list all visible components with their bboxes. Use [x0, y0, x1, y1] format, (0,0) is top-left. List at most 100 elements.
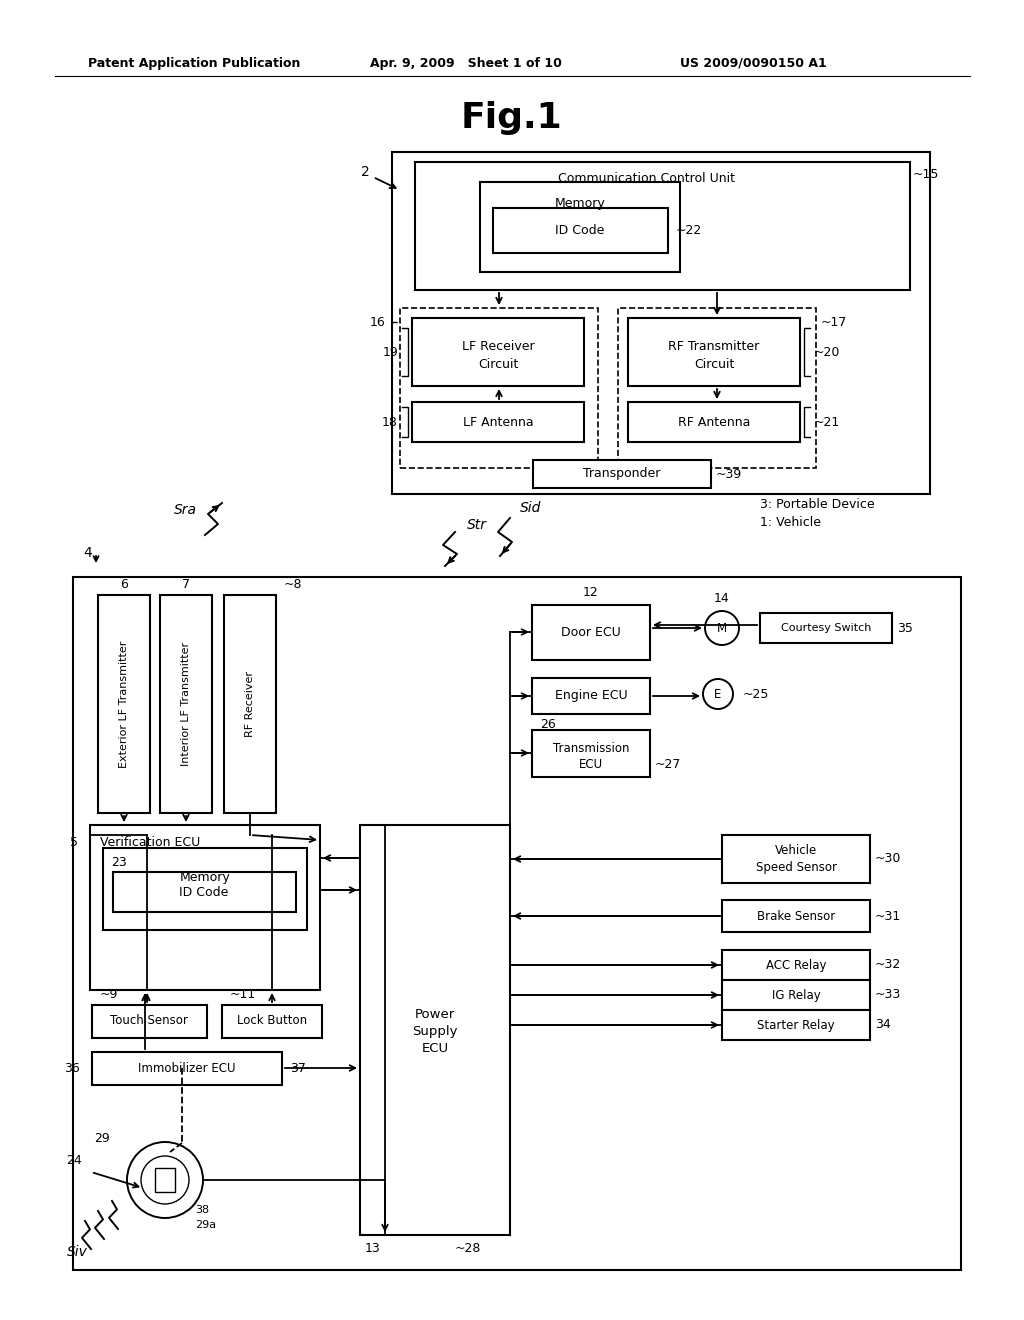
Text: ~17: ~17 [821, 315, 848, 329]
Text: 26: 26 [540, 718, 556, 731]
Text: Exterior LF Transmitter: Exterior LF Transmitter [119, 640, 129, 768]
Bar [412, 403, 584, 442]
Bar [103, 847, 307, 931]
Text: Memory: Memory [179, 871, 230, 884]
Text: Power: Power [415, 1008, 455, 1022]
Text: Transponder: Transponder [584, 467, 660, 480]
Text: 1: Vehicle: 1: Vehicle [760, 516, 821, 528]
Text: ~31: ~31 [874, 909, 901, 923]
Text: 7: 7 [182, 578, 190, 591]
Text: ~33: ~33 [874, 989, 901, 1002]
Bar [415, 162, 910, 290]
Text: 5: 5 [70, 837, 78, 850]
Bar [73, 577, 961, 1270]
Bar [532, 730, 650, 777]
Text: Vehicle: Vehicle [775, 845, 817, 858]
Bar [722, 900, 870, 932]
Bar [90, 825, 319, 990]
Text: ~27: ~27 [655, 758, 681, 771]
Bar [722, 1010, 870, 1040]
Text: ~15: ~15 [913, 168, 939, 181]
Text: 6: 6 [120, 578, 128, 591]
Text: 23: 23 [111, 855, 127, 869]
Text: Sra: Sra [174, 503, 197, 517]
Bar [480, 182, 680, 272]
Bar [412, 318, 584, 385]
Text: Lock Button: Lock Button [237, 1015, 307, 1027]
Text: ~8: ~8 [284, 578, 302, 591]
Bar [534, 459, 711, 488]
Bar [532, 605, 650, 660]
Text: 37: 37 [290, 1061, 306, 1074]
Text: ~9: ~9 [100, 987, 119, 1001]
Bar [392, 152, 930, 494]
Bar [155, 1168, 175, 1192]
Text: 16: 16 [370, 315, 385, 329]
Text: Brake Sensor: Brake Sensor [757, 909, 836, 923]
Bar [628, 318, 800, 385]
Text: IG Relay: IG Relay [772, 989, 820, 1002]
Bar [113, 873, 296, 912]
Text: Circuit: Circuit [694, 358, 734, 371]
Text: Speed Sensor: Speed Sensor [756, 861, 837, 874]
Text: 3: Portable Device: 3: Portable Device [760, 499, 874, 511]
Text: ACC Relay: ACC Relay [766, 958, 826, 972]
Text: ECU: ECU [422, 1043, 449, 1056]
Bar [92, 1052, 282, 1085]
Text: Immobilizer ECU: Immobilizer ECU [138, 1061, 236, 1074]
Text: ~22: ~22 [676, 223, 702, 236]
Text: ECU: ECU [579, 758, 603, 771]
Text: Door ECU: Door ECU [561, 626, 621, 639]
Text: 24: 24 [67, 1154, 82, 1167]
Text: Communication Control Unit: Communication Control Unit [558, 172, 735, 185]
Bar [760, 612, 892, 643]
Bar [493, 209, 668, 253]
Text: Siv: Siv [68, 1245, 88, 1259]
Bar [224, 595, 276, 813]
Bar [628, 403, 800, 442]
Bar [618, 308, 816, 469]
Text: Memory: Memory [555, 198, 605, 210]
Bar [722, 950, 870, 979]
Text: ~30: ~30 [874, 853, 901, 866]
Text: 38: 38 [195, 1205, 209, 1214]
Text: RF Antenna: RF Antenna [678, 416, 751, 429]
Bar [98, 595, 150, 813]
Text: 36: 36 [65, 1061, 80, 1074]
Text: 14: 14 [714, 591, 730, 605]
Text: US 2009/0090150 A1: US 2009/0090150 A1 [680, 57, 826, 70]
Text: Sid: Sid [520, 502, 542, 515]
Text: Interior LF Transmitter: Interior LF Transmitter [181, 642, 191, 766]
Text: ~11: ~11 [230, 987, 256, 1001]
Text: ~39: ~39 [716, 467, 742, 480]
Text: Apr. 9, 2009   Sheet 1 of 10: Apr. 9, 2009 Sheet 1 of 10 [370, 57, 562, 70]
Text: Transmission: Transmission [553, 742, 630, 755]
Text: ~20: ~20 [814, 346, 841, 359]
Text: Courtesy Switch: Courtesy Switch [781, 623, 871, 634]
Bar [92, 1005, 207, 1038]
Bar [160, 595, 212, 813]
Text: 29a: 29a [195, 1220, 216, 1230]
Text: M: M [717, 622, 727, 635]
Bar [400, 308, 598, 469]
Text: ~32: ~32 [874, 958, 901, 972]
Text: 29: 29 [94, 1131, 110, 1144]
Text: ~28: ~28 [455, 1242, 481, 1255]
Text: Verification ECU: Verification ECU [100, 837, 201, 850]
Bar [222, 1005, 322, 1038]
Bar [360, 825, 510, 1236]
Text: RF Transmitter: RF Transmitter [669, 339, 760, 352]
Text: ID Code: ID Code [179, 886, 228, 899]
Text: 12: 12 [583, 586, 599, 598]
Text: 13: 13 [365, 1242, 381, 1255]
Text: LF Receiver: LF Receiver [462, 339, 535, 352]
Text: 18: 18 [382, 416, 398, 429]
Text: 2: 2 [361, 165, 370, 180]
Text: Str: Str [467, 517, 487, 532]
Text: LF Antenna: LF Antenna [463, 416, 534, 429]
Bar [722, 979, 870, 1010]
Bar [722, 836, 870, 883]
Text: E: E [715, 688, 722, 701]
Text: Patent Application Publication: Patent Application Publication [88, 57, 300, 70]
Text: 19: 19 [382, 346, 398, 359]
